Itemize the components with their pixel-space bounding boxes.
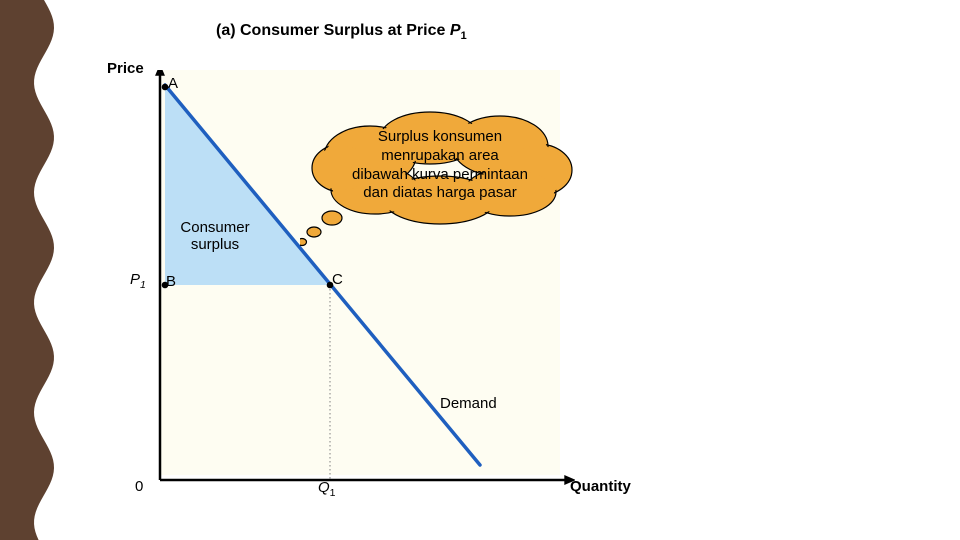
cloud-l2: menrupakan area (381, 147, 499, 164)
p1-tick-label: P1 (130, 271, 146, 291)
y-axis-arrowhead (155, 70, 165, 76)
slide: (a) Consumer Surplus at Price P1 Price P… (0, 0, 960, 540)
origin-label: 0 (135, 478, 143, 495)
cloud-l4: dan diatas harga pasar (363, 184, 516, 201)
cloud-l1: Surplus konsumen (378, 128, 502, 145)
y-axis-label: Price (107, 60, 144, 77)
point-a-label: A (168, 75, 178, 92)
point-b-label: B (166, 273, 176, 290)
q1-var: Q (318, 479, 330, 496)
cloud-text: Surplus konsumen menrupakan area dibawah… (335, 128, 545, 203)
x-axis-label: Quantity (570, 478, 631, 495)
q1-tick-label: Q1 (318, 479, 336, 499)
title-sub: 1 (461, 30, 467, 42)
cloud-l3: dibawah kurva permintaan (352, 166, 528, 183)
point-c-label: C (332, 271, 343, 288)
demand-label: Demand (440, 395, 497, 412)
title-var: P (450, 22, 461, 39)
p1-sub: 1 (140, 279, 146, 291)
title-prefix: (a) Consumer Surplus at Price (216, 22, 450, 39)
cs-l1: Consumer (180, 219, 249, 236)
left-wave-border (0, 0, 60, 540)
callout-cloud: Surplus konsumen menrupakan area dibawah… (300, 108, 580, 258)
q1-sub: 1 (330, 487, 336, 499)
cs-l2: surplus (191, 236, 239, 253)
chart-title: (a) Consumer Surplus at Price P1 (216, 22, 467, 42)
p1-var: P (130, 271, 140, 288)
consumer-surplus-label: Consumer surplus (170, 219, 260, 253)
